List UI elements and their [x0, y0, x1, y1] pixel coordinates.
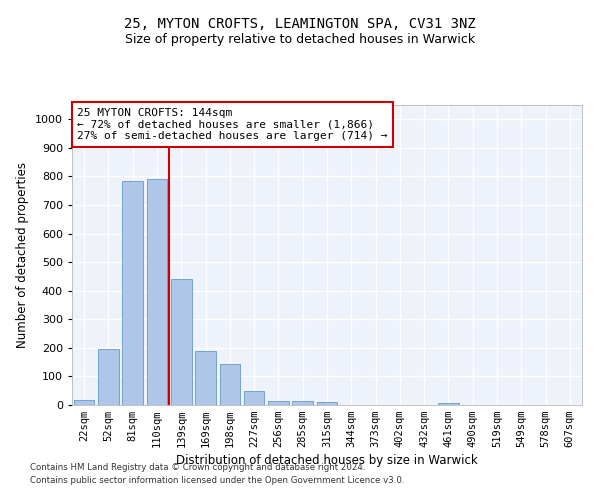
Bar [438, 402, 459, 405]
Bar [195, 350, 216, 405]
Bar [268, 400, 289, 405]
Bar [122, 180, 143, 405]
Text: 25 MYTON CROFTS: 144sqm
← 72% of detached houses are smaller (1,866)
27% of semi: 25 MYTON CROFTS: 144sqm ← 72% of detache… [77, 108, 388, 141]
X-axis label: Distribution of detached houses by size in Warwick: Distribution of detached houses by size … [176, 454, 478, 468]
Bar [74, 400, 94, 405]
Text: Size of property relative to detached houses in Warwick: Size of property relative to detached ho… [125, 32, 475, 46]
Bar [244, 390, 265, 405]
Bar [292, 402, 313, 405]
Bar [171, 280, 191, 405]
Text: Contains HM Land Registry data © Crown copyright and database right 2024.: Contains HM Land Registry data © Crown c… [30, 464, 365, 472]
Bar [146, 180, 167, 405]
Text: 25, MYTON CROFTS, LEAMINGTON SPA, CV31 3NZ: 25, MYTON CROFTS, LEAMINGTON SPA, CV31 3… [124, 18, 476, 32]
Bar [220, 364, 240, 405]
Bar [98, 350, 119, 405]
Text: Contains public sector information licensed under the Open Government Licence v3: Contains public sector information licen… [30, 476, 404, 485]
Y-axis label: Number of detached properties: Number of detached properties [16, 162, 29, 348]
Bar [317, 402, 337, 405]
